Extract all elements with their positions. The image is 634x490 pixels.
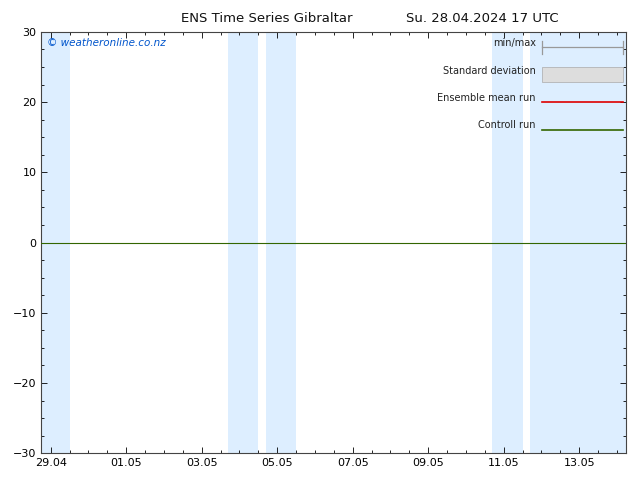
Text: ENS Time Series Gibraltar: ENS Time Series Gibraltar [181, 12, 352, 25]
Text: min/max: min/max [493, 38, 536, 48]
Text: Ensemble mean run: Ensemble mean run [437, 93, 536, 103]
Text: Su. 28.04.2024 17 UTC: Su. 28.04.2024 17 UTC [406, 12, 558, 25]
Bar [530, 32, 626, 453]
Text: Standard deviation: Standard deviation [443, 66, 536, 75]
Bar [541, 67, 623, 82]
Text: © weatheronline.co.nz: © weatheronline.co.nz [47, 38, 166, 48]
Text: Controll run: Controll run [478, 121, 536, 130]
Bar [41, 32, 70, 453]
Bar [266, 32, 296, 453]
Bar [228, 32, 258, 453]
Bar [493, 32, 522, 453]
